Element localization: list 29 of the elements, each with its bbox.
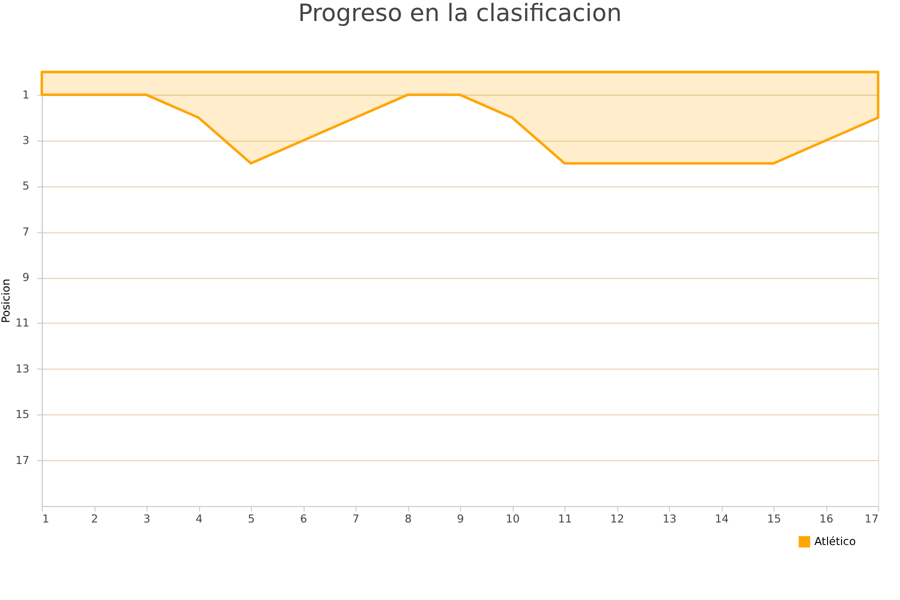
y-tick-label: 15 — [15, 408, 30, 422]
legend-label: Atlético — [814, 534, 856, 548]
x-tick-label: 14 — [714, 512, 729, 526]
x-tick-label: 17 — [864, 512, 879, 526]
y-tick-label: 13 — [15, 362, 30, 376]
y-axis-title: Posicion — [0, 278, 12, 324]
x-tick-label: 1 — [42, 512, 50, 526]
x-tick-label: 3 — [143, 512, 150, 526]
x-tick-label: 2 — [91, 512, 98, 526]
x-tick-label: 6 — [300, 512, 308, 526]
y-tick-label: 5 — [22, 180, 30, 193]
x-tick-label: 4 — [196, 512, 203, 526]
x-tick-label: 5 — [248, 512, 255, 526]
x-tick-label: 11 — [558, 512, 572, 526]
y-tick-label: 11 — [15, 316, 30, 330]
x-tick-label: 15 — [767, 512, 782, 526]
x-tick-label: 9 — [456, 512, 464, 526]
chart-title: Progreso en la clasificacion — [298, 0, 622, 27]
x-tick-label: 7 — [352, 512, 360, 526]
x-tick-label: 12 — [610, 512, 624, 526]
x-tick-label: 8 — [404, 512, 412, 526]
y-tick-label: 7 — [22, 225, 30, 238]
y-tick-label: 1 — [22, 88, 30, 102]
y-tick-label: 17 — [15, 454, 30, 467]
x-tick-label: 10 — [506, 512, 520, 526]
x-tick-label: 13 — [662, 512, 677, 526]
y-tick-label: 9 — [22, 271, 30, 284]
y-tick-label: 3 — [22, 134, 30, 147]
x-tick-label: 16 — [819, 512, 834, 526]
